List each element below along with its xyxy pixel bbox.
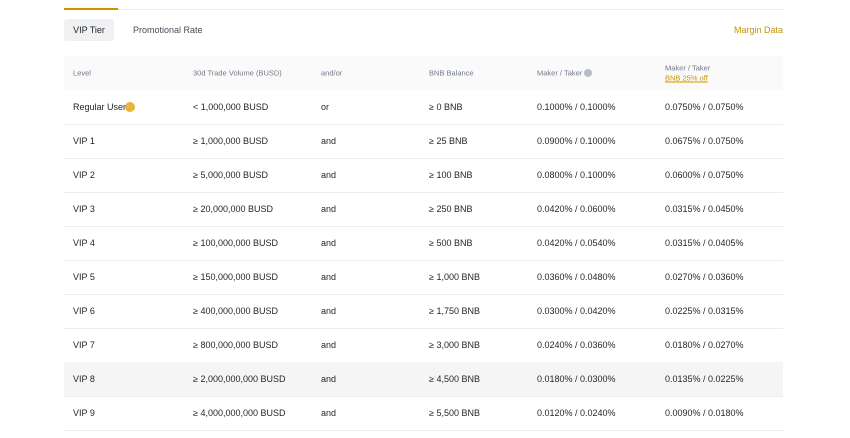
column-header: BNB Balance — [429, 68, 474, 78]
table-cell: ≥ 800,000,000 BUSD — [193, 340, 278, 350]
table-cell: and — [321, 340, 337, 350]
table-cell: ≥ 100,000,000 BUSD — [193, 238, 278, 248]
table-cell: 0.0135% / 0.0225% — [665, 374, 744, 384]
table-row — [64, 158, 783, 193]
table-cell: VIP 6 — [73, 306, 95, 316]
table-cell: and — [321, 204, 337, 214]
table-cell: ≥ 500 BNB — [429, 238, 473, 248]
table-cell: and — [321, 136, 337, 146]
table-cell: and — [321, 374, 337, 384]
table-cell: 0.0315% / 0.0450% — [665, 204, 744, 214]
table-cell: Regular User — [73, 102, 127, 112]
table-row — [64, 396, 783, 431]
table-cell: VIP 8 — [73, 374, 95, 384]
table-cell: ≥ 3,000 BNB — [429, 340, 480, 350]
table-cell: 0.0315% / 0.0405% — [665, 238, 744, 248]
table-cell: ≥ 4,000,000,000 BUSD — [193, 408, 286, 418]
table-cell: < 1,000,000 BUSD — [193, 102, 269, 112]
table-cell: ≥ 2,000,000,000 BUSD — [193, 374, 286, 384]
tab[interactable]: VIP Tier — [64, 19, 114, 41]
table-cell: ≥ 0 BNB — [429, 102, 463, 112]
table-cell: and — [321, 306, 337, 316]
table-cell: 0.0270% / 0.0360% — [665, 272, 744, 282]
table-row — [64, 260, 783, 295]
table-cell: 0.0800% / 0.1000% — [537, 170, 616, 180]
table-cell: ≥ 150,000,000 BUSD — [193, 272, 278, 282]
table-cell: 0.0360% / 0.0480% — [537, 272, 616, 282]
table-cell: 0.0420% / 0.0540% — [537, 238, 616, 248]
table-cell: ≥ 250 BNB — [429, 204, 473, 214]
badge-icon — [125, 102, 135, 112]
table-cell: VIP 5 — [73, 272, 95, 282]
table-row — [64, 294, 783, 329]
table-cell: or — [321, 102, 330, 112]
table-cell: VIP 2 — [73, 170, 95, 180]
table-cell: 0.0180% / 0.0270% — [665, 340, 744, 350]
table-row — [64, 124, 783, 159]
table-cell: 0.0225% / 0.0315% — [665, 306, 744, 316]
table-cell: ≥ 25 BNB — [429, 136, 468, 146]
column-header: Maker / Taker — [665, 63, 711, 73]
table-cell: 0.0675% / 0.0750% — [665, 136, 744, 146]
table-cell: VIP 7 — [73, 340, 95, 350]
table-cell: 0.0750% / 0.0750% — [665, 102, 744, 112]
table-header — [64, 56, 783, 90]
table-cell: 0.1000% / 0.1000% — [537, 102, 616, 112]
table-cell: VIP 3 — [73, 204, 95, 214]
table-cell: ≥ 5,000,000 BUSD — [193, 170, 268, 180]
table-row — [64, 226, 783, 261]
column-header: Level — [73, 68, 91, 78]
header-note: BNB 25% off — [665, 73, 708, 83]
table-cell: 0.0300% / 0.0420% — [537, 306, 616, 316]
table-cell: VIP 9 — [73, 408, 95, 418]
table-cell: ≥ 20,000,000 BUSD — [193, 204, 273, 214]
table-cell: 0.0600% / 0.0750% — [665, 170, 744, 180]
table-cell: and — [321, 170, 337, 180]
table-row — [64, 192, 783, 227]
info-icon — [584, 69, 592, 77]
table-row — [64, 90, 783, 125]
table-cell: VIP 1 — [73, 136, 95, 146]
table-cell: 0.0420% / 0.0600% — [537, 204, 616, 214]
table-cell: 0.0090% / 0.0180% — [665, 408, 744, 418]
column-header: and/or — [321, 68, 343, 78]
table-cell: ≥ 1,000,000 BUSD — [193, 136, 268, 146]
tab[interactable]: Promotional Rate — [133, 25, 203, 35]
active-indicator — [64, 8, 118, 10]
column-header: Maker / Taker — [537, 68, 583, 78]
table-cell: and — [321, 408, 337, 418]
table-cell: 0.0240% / 0.0360% — [537, 340, 616, 350]
column-header: 30d Trade Volume (BUSD) — [193, 68, 282, 78]
table-cell: VIP 4 — [73, 238, 95, 248]
table-cell: ≥ 5,500 BNB — [429, 408, 480, 418]
table-cell: and — [321, 272, 337, 282]
table-cell: ≥ 400,000,000 BUSD — [193, 306, 278, 316]
table-cell: ≥ 1,000 BNB — [429, 272, 480, 282]
table-cell: ≥ 4,500 BNB — [429, 374, 480, 384]
table-cell: ≥ 100 BNB — [429, 170, 473, 180]
table-cell: 0.0900% / 0.1000% — [537, 136, 616, 146]
margin-data-link[interactable]: Margin Data — [733, 25, 783, 35]
table-cell: 0.0180% / 0.0300% — [537, 374, 616, 384]
table-cell: 0.0120% / 0.0240% — [537, 408, 616, 418]
table-cell: ≥ 1,750 BNB — [429, 306, 480, 316]
table-cell: and — [321, 238, 337, 248]
table-row — [64, 362, 783, 397]
top-divider — [64, 9, 783, 10]
